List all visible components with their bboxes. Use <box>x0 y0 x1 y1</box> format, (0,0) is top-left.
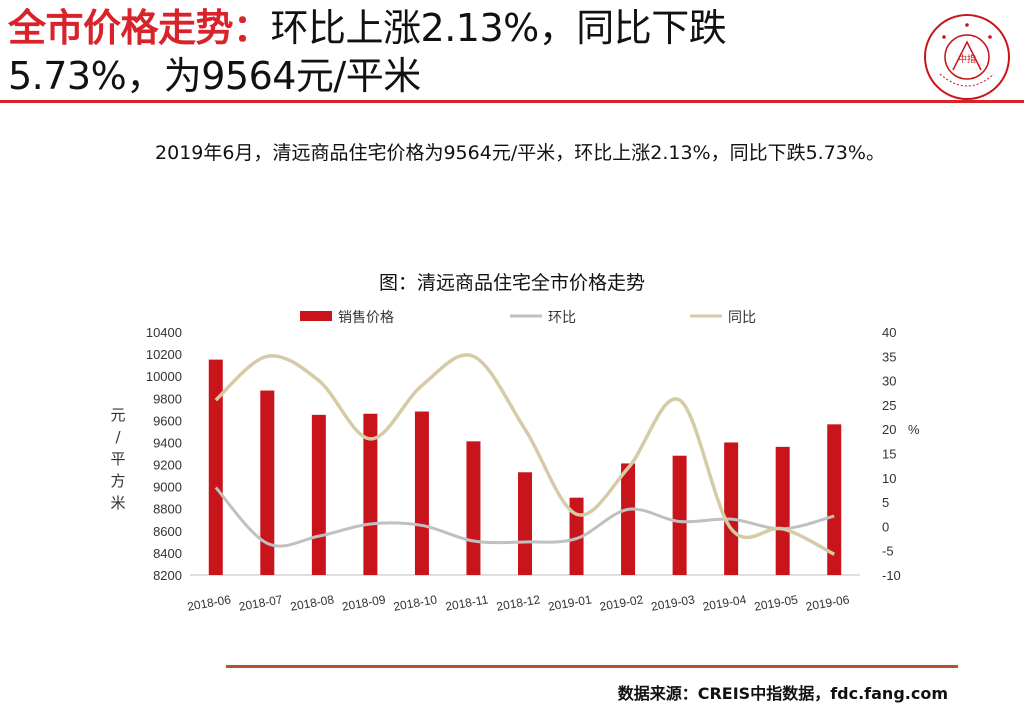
price-trend-chart: 8200 8400 8600 8800 9000 9200 9400 9600 9800 1000… <box>110 310 920 614</box>
y-tick-label: 9800 <box>153 391 182 406</box>
y-tick-label: 8600 <box>153 524 182 539</box>
bar-sales-price <box>518 472 532 575</box>
y-tick-label: 8400 <box>153 546 182 561</box>
x-tick-label: 2018-06 <box>186 592 232 613</box>
x-tick-label: 2018-10 <box>392 592 438 613</box>
legend-label: 同比 <box>728 310 756 326</box>
y2-tick-label: 10 <box>882 471 896 486</box>
x-tick-label: 2018-12 <box>495 592 541 613</box>
title-divider <box>0 100 1024 103</box>
bar-sales-price <box>363 413 378 575</box>
bar-sales-price <box>466 441 481 575</box>
bar-sales-price <box>414 411 429 575</box>
y-axis-label-char: 平 <box>110 450 125 468</box>
x-tick-label: 2018-08 <box>289 592 335 613</box>
bar-sales-price <box>569 497 584 575</box>
y-tick-label: 10400 <box>146 325 182 340</box>
line-mom <box>214 486 835 548</box>
y2-tick-label: -5 <box>882 544 894 559</box>
y2-tick-label: 5 <box>882 495 889 510</box>
bar-sales-price <box>827 424 842 575</box>
footer-divider <box>226 665 958 668</box>
bar-sales-price <box>260 390 275 575</box>
x-tick-label: 2019-06 <box>805 592 851 613</box>
y2-tick-label: 25 <box>882 398 896 413</box>
page-title: 全市价格走势：环比上涨2.13%，同比下跌 5.73%，为9564元/平米 <box>8 4 908 100</box>
bar-sales-price <box>724 442 739 575</box>
x-tick-label: 2018-07 <box>238 592 284 613</box>
y-tick-label: 8800 <box>153 502 182 517</box>
logo-center-text: 中指 <box>958 53 976 65</box>
title-line2: 5.73%，为9564元/平米 <box>8 54 421 98</box>
y2-tick-label: 20 <box>882 422 896 437</box>
y-tick-label: 9400 <box>153 435 182 450</box>
bar-sales-price <box>672 455 687 575</box>
summary-text: 2019年6月，清远商品住宅价格为9564元/平米，环比上涨2.13%，同比下跌… <box>155 142 885 164</box>
x-tick-label: 2019-05 <box>753 592 799 613</box>
bar-sales-price <box>621 463 636 575</box>
x-tick-label: 2019-01 <box>547 592 593 613</box>
legend-label: 销售价格 <box>338 310 394 326</box>
y2-tick-label: -10 <box>882 568 901 583</box>
y2-tick-label: 30 <box>882 374 896 389</box>
x-tick-label: 2018-11 <box>444 592 489 613</box>
x-tick-label: 2019-04 <box>702 592 748 613</box>
x-tick-label: 2019-02 <box>598 592 644 613</box>
title-line1: 环比上涨2.13%，同比下跌 <box>270 6 727 50</box>
y-tick-label: 10200 <box>146 347 182 362</box>
y-axis-label-char: / <box>115 428 121 446</box>
y2-axis-label: % <box>908 422 920 437</box>
y-tick-label: 9000 <box>153 480 182 495</box>
y2-tick-label: 40 <box>882 325 896 340</box>
y-tick-label: 8200 <box>153 568 182 583</box>
y-axis-label-char: 米 <box>110 494 125 512</box>
bar-sales-price <box>311 414 326 575</box>
line-yoy <box>214 353 836 556</box>
bar-sales-price <box>208 359 223 575</box>
y2-tick-label: 15 <box>882 447 896 462</box>
data-source: 数据来源：CREIS中指数据，fdc.fang.com <box>617 684 948 703</box>
china-index-academy-logo: 中指 <box>924 14 1010 100</box>
y-tick-label: 9600 <box>153 413 182 428</box>
y2-tick-label: 0 <box>882 519 889 534</box>
y-axis-label-char: 方 <box>110 472 125 490</box>
y-axis-label-char: 元 <box>110 406 125 424</box>
y-tick-label: 10000 <box>146 369 182 384</box>
legend-label: 环比 <box>548 310 576 326</box>
y2-tick-label: 35 <box>882 349 896 364</box>
x-tick-label: 2018-09 <box>341 592 387 613</box>
y-tick-label: 9200 <box>153 458 182 473</box>
title-highlight: 全市价格走势： <box>8 6 271 50</box>
chart-title: 图：清远商品住宅全市价格走势 <box>378 272 645 294</box>
bar-sales-price <box>775 446 790 575</box>
x-tick-label: 2019-03 <box>650 592 696 613</box>
legend-swatch-bar <box>300 311 332 321</box>
